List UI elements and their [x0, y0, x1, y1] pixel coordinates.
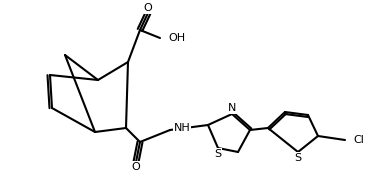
- Text: N: N: [228, 103, 236, 113]
- Text: S: S: [215, 149, 222, 159]
- Text: OH: OH: [168, 33, 185, 43]
- Text: Cl: Cl: [353, 135, 364, 145]
- Text: O: O: [144, 3, 152, 13]
- Text: S: S: [294, 153, 301, 163]
- Text: O: O: [132, 162, 140, 172]
- Text: NH: NH: [174, 123, 191, 133]
